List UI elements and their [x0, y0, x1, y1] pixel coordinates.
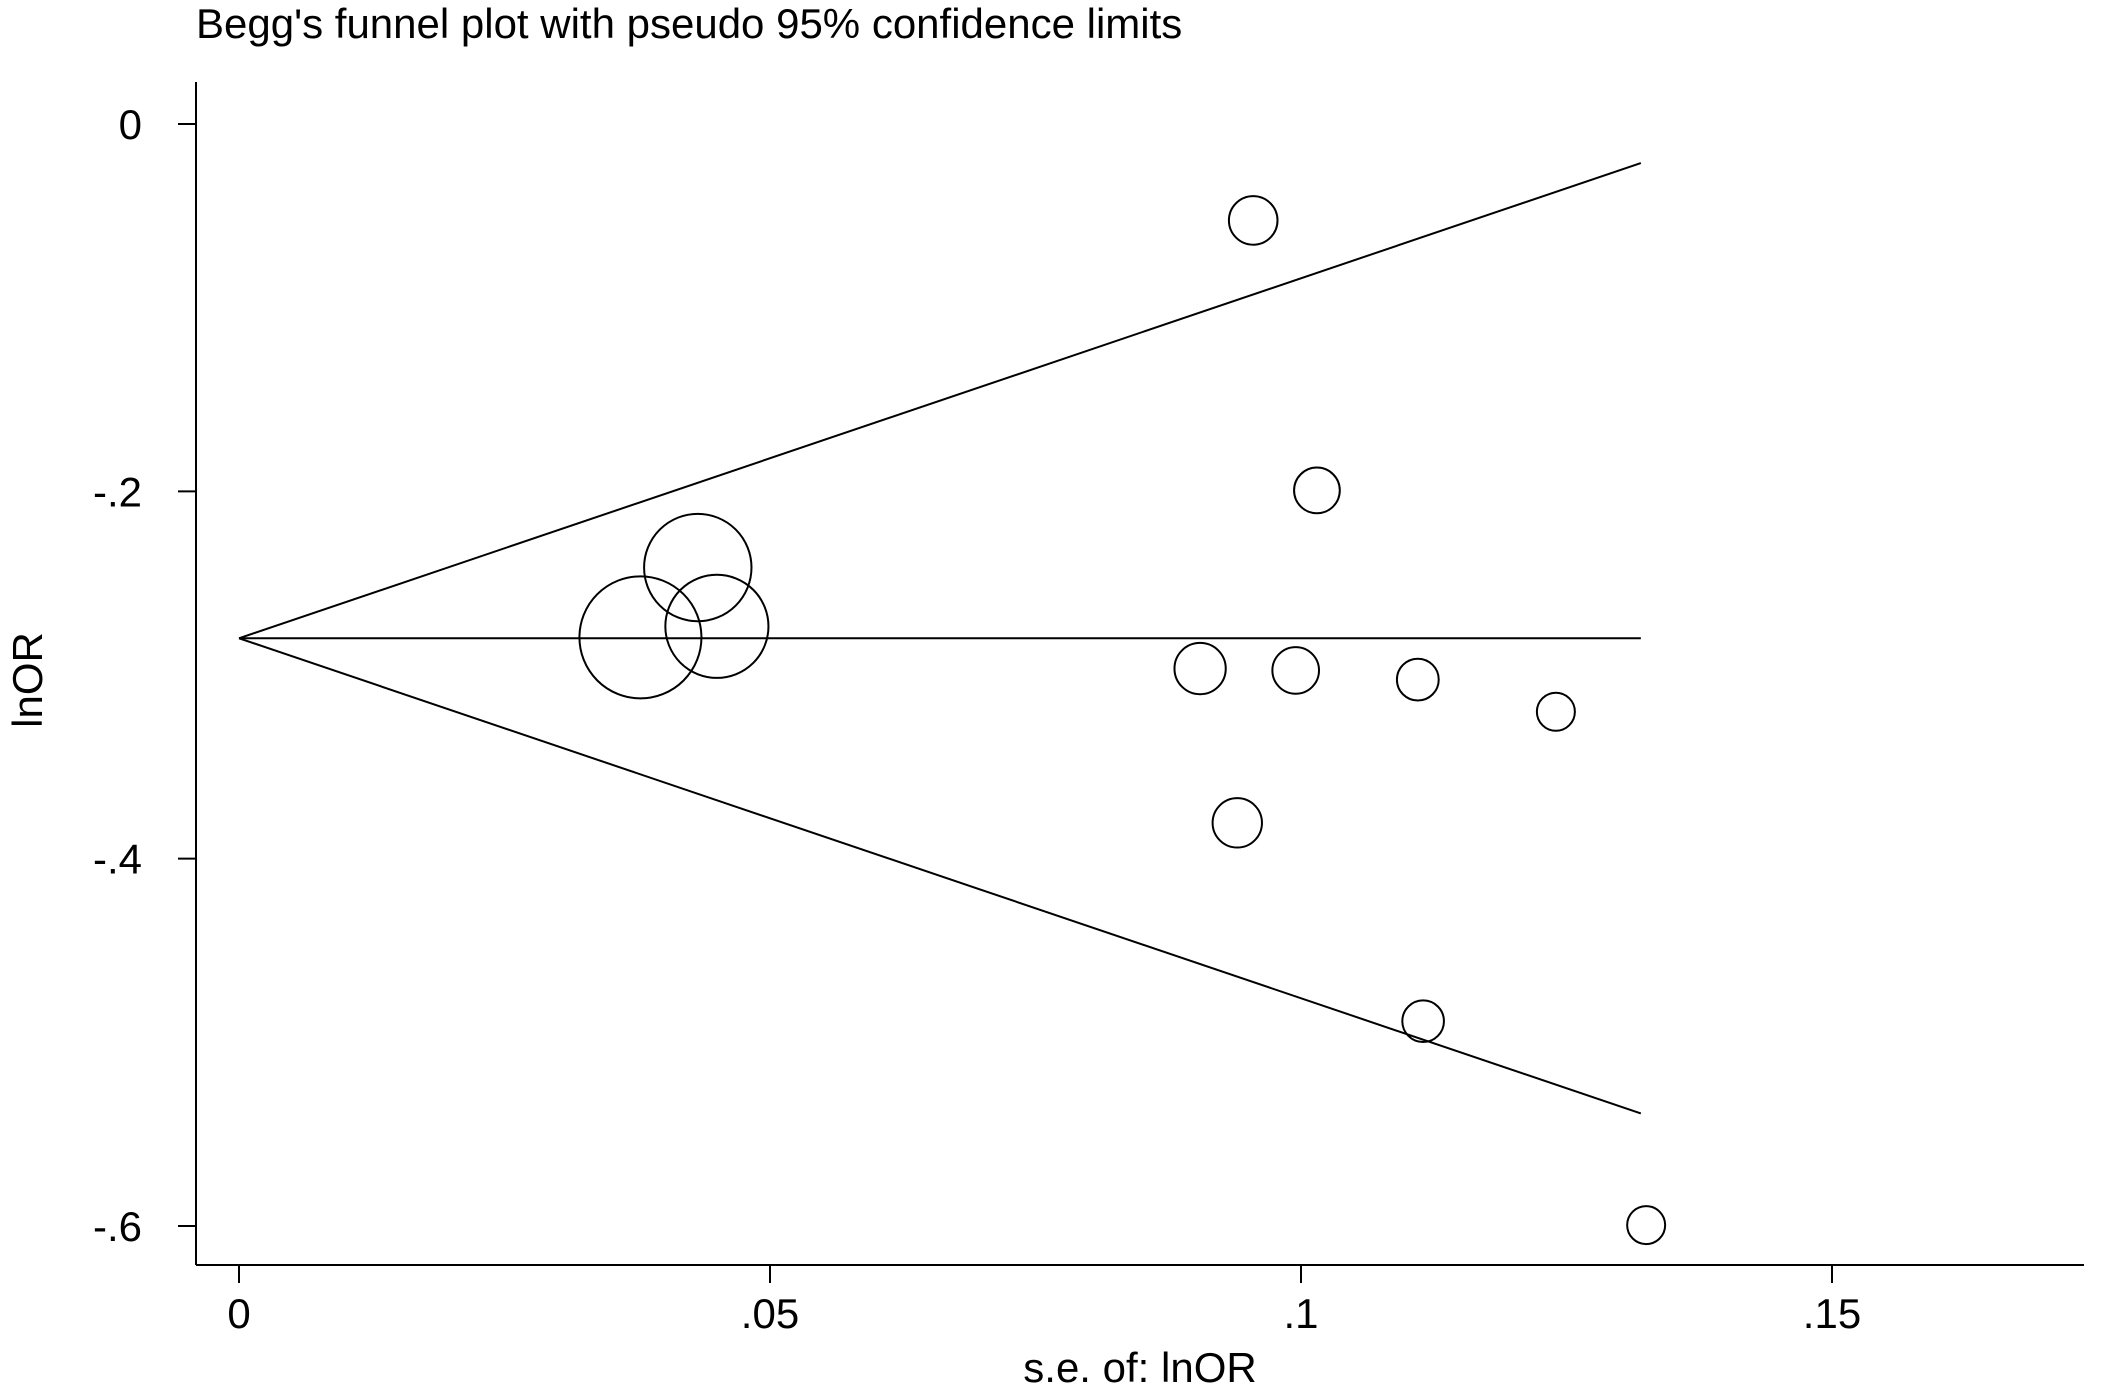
study-point	[1293, 466, 1341, 515]
y-tick-label: 0	[119, 101, 142, 148]
study-point	[1626, 1205, 1667, 1246]
y-axis-ticks: 0 -.2 -.4 -.6	[93, 101, 196, 1250]
x-axis-ticks: 0 .05 .1 .15	[227, 1265, 1861, 1337]
study-point	[1535, 691, 1576, 732]
y-tick-label: -.4	[93, 836, 142, 883]
x-tick-label: .1	[1283, 1290, 1318, 1337]
study-point	[1395, 657, 1440, 702]
y-tick-label: -.2	[93, 468, 142, 515]
x-tick-label: 0	[227, 1290, 250, 1337]
x-tick-label: .15	[1803, 1290, 1861, 1337]
plot-area: 0 .05 .1 .15 0 -.2 -.4 -.6	[93, 82, 2084, 1337]
study-points	[578, 195, 1667, 1246]
x-tick-label: .05	[741, 1290, 799, 1337]
upper-confidence-limit-line	[238, 162, 1642, 640]
study-point	[1401, 999, 1445, 1044]
y-tick-label: -.6	[93, 1203, 142, 1250]
lower-confidence-limit-line	[238, 637, 1642, 1115]
study-point	[643, 512, 753, 623]
study-point	[578, 575, 703, 700]
y-axis-label: lnOR	[4, 632, 51, 728]
study-point	[1211, 797, 1263, 849]
study-point	[1271, 646, 1321, 695]
funnel-lines	[238, 162, 1642, 1115]
study-point	[1173, 641, 1227, 696]
study-point	[664, 573, 770, 679]
chart-title: Begg's funnel plot with pseudo 95% confi…	[196, 0, 1182, 47]
x-axis-label: s.e. of: lnOR	[1023, 1344, 1256, 1390]
study-point	[1227, 195, 1279, 246]
